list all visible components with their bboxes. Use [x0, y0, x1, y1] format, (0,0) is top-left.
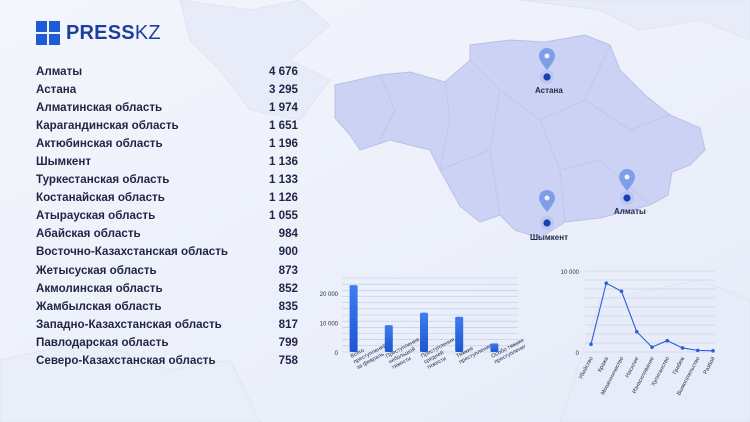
y-tick-label: 0 [576, 351, 580, 357]
region-row: Алматинская область 1 974 [36, 98, 298, 116]
region-row: Жетысуская область 873 [36, 261, 298, 279]
x-tick-label: Убийство [577, 356, 595, 381]
data-point [589, 342, 593, 347]
city-marker-almaty[interactable] [619, 169, 635, 205]
region-row: Костанайская область 1 126 [36, 189, 298, 207]
data-point [604, 281, 609, 285]
region-list: Алматы 4 676 Астана 3 295 Алматинская област… [36, 62, 298, 370]
region-value: 1 974 [268, 100, 298, 114]
data-point [711, 348, 715, 353]
region-row: Туркестанская область 1 133 [36, 171, 298, 189]
brand-name: PRESSKZ [66, 21, 161, 44]
region-value: 1 055 [268, 209, 298, 223]
y-tick-label: 10 000 [320, 321, 339, 327]
region-row: Карагандинская область 1 651 [36, 116, 298, 134]
region-value: 3 295 [268, 82, 298, 96]
region-value: 852 [278, 281, 298, 295]
kazakhstan-shape [334, 34, 706, 239]
x-tick-label: Насилие [625, 356, 641, 379]
region-name: Акмолинская область [36, 281, 163, 295]
region-row: Астана 3 295 [36, 80, 298, 98]
data-point [634, 329, 639, 334]
y-tick-label: 0 [335, 351, 339, 357]
logo-mark-icon [36, 21, 60, 45]
region-row: Северо-Казахстанская область 758 [36, 352, 298, 370]
region-row: Павлодарская область 799 [36, 333, 298, 351]
data-point [619, 289, 624, 294]
brand-logo: PRESSKZ [36, 20, 161, 46]
region-name: Жамбылская область [36, 299, 162, 313]
region-row: Абайская область 984 [36, 225, 298, 243]
bar [349, 285, 358, 352]
data-point [695, 348, 700, 353]
y-tick-label: 10 000 [561, 270, 580, 276]
bar [455, 316, 464, 352]
region-value: 900 [278, 245, 298, 259]
region-name: Атырауская область [36, 209, 156, 223]
region-row: Алматы 4 676 [36, 62, 298, 80]
region-row: Актюбинская область 1 196 [36, 134, 298, 152]
city-label-shymkent: Шымкент [530, 233, 568, 242]
x-tick-label: Грабеж [672, 356, 686, 376]
region-name: Туркестанская область [36, 173, 170, 187]
region-value: 1 126 [268, 191, 298, 205]
region-name: Карагандинская область [36, 118, 179, 132]
region-value: 1 651 [268, 118, 298, 132]
region-value: 873 [278, 263, 298, 277]
region-row: Западно-Казахстанская область 817 [36, 315, 298, 333]
region-value: 799 [278, 335, 298, 349]
region-value: 1 136 [268, 155, 298, 169]
region-row: Атырауская область 1 055 [36, 207, 298, 225]
region-name: Шымкент [36, 155, 92, 169]
region-name: Актюбинская область [36, 136, 163, 150]
x-tick-label: Кража [597, 355, 610, 373]
x-tick-label: Разбой [702, 356, 717, 376]
region-name: Восточно-Казахстанская область [36, 245, 229, 259]
city-marker-shymkent[interactable] [539, 190, 555, 230]
region-name: Жетысуская область [36, 263, 157, 277]
city-marker-astana[interactable] [539, 48, 555, 84]
region-value: 984 [278, 227, 298, 241]
y-tick-label: 20 000 [320, 292, 339, 298]
region-name: Алматы [36, 64, 83, 78]
region-row: Восточно-Казахстанская область 900 [36, 243, 298, 261]
region-name: Астана [36, 82, 77, 96]
region-row: Шымкент 1 136 [36, 152, 298, 170]
data-point [650, 345, 654, 349]
region-name: Павлодарская область [36, 335, 169, 349]
bar [384, 325, 393, 352]
data-point [680, 346, 685, 350]
region-name: Алматинская область [36, 100, 163, 114]
region-name: Северо-Казахстанская область [36, 354, 216, 368]
x-tick-label: Особо тяжкиепреступления [491, 337, 525, 365]
region-value: 817 [278, 317, 298, 331]
bar [490, 343, 499, 352]
region-value: 1 133 [268, 173, 298, 187]
series-line [590, 282, 714, 352]
bar [420, 312, 428, 352]
region-value: 4 676 [268, 64, 298, 78]
region-name: Абайская область [36, 227, 141, 241]
city-label-almaty: Алматы [614, 207, 646, 216]
region-name: Западно-Казахстанская область [36, 317, 222, 331]
region-value: 1 196 [268, 136, 298, 150]
city-label-astana: Астана [535, 86, 563, 95]
region-value: 835 [278, 299, 298, 313]
region-name: Костанайская область [36, 191, 165, 205]
region-row: Акмолинская область 852 [36, 279, 298, 297]
region-row: Жамбылская область 835 [36, 297, 298, 315]
data-point [665, 338, 670, 343]
region-value: 758 [278, 354, 298, 368]
